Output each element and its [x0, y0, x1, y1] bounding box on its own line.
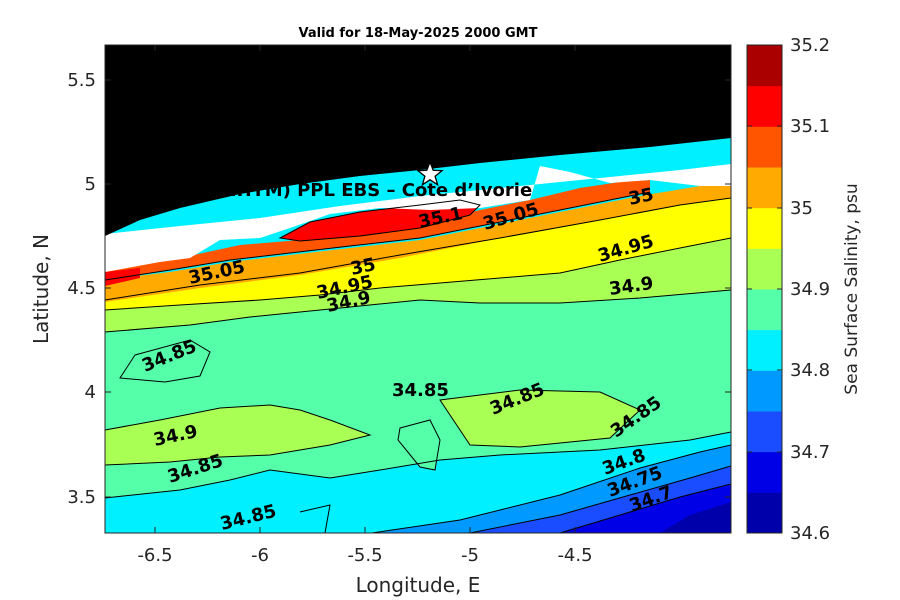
- contour-line-34-85-sw: [299, 504, 331, 533]
- colorbar-label: Sea Surface Salinity, psu: [842, 183, 862, 394]
- y-tick-label: 4.5: [67, 278, 96, 299]
- no-data-strip: [105, 164, 731, 272]
- land-mass: [105, 45, 731, 236]
- salinity-band-35: [105, 180, 731, 302]
- y-axis-label: Latitude, N: [29, 234, 53, 344]
- y-tick-label: 5: [85, 174, 96, 195]
- contour-line-34-85-center: [397, 419, 441, 471]
- contour-line-34-7: [559, 483, 731, 533]
- y-tick-label: 4: [85, 382, 96, 403]
- salinity-blob-35-1-east: [280, 200, 480, 241]
- colorbar-band: [747, 248, 782, 290]
- x-tick-label: -5: [461, 545, 479, 566]
- x-tick-label: -6.5: [137, 545, 172, 566]
- contour-line-35-05: [105, 191, 651, 281]
- y-tick-label: 3.5: [67, 487, 96, 508]
- plot-area: 35.1 35.05 35 35.05 35 34.95 34.95 34.9 …: [105, 45, 731, 533]
- plot-frame: [104, 44, 732, 534]
- contour-label: 35: [349, 254, 378, 280]
- colorbar-tick-label: 34.6: [790, 523, 830, 544]
- colorbar-band: [747, 492, 782, 534]
- colorbar-band: [747, 207, 782, 249]
- contour-line-35: [105, 197, 731, 301]
- salinity-band-35-05: [105, 180, 650, 280]
- x-tick-label: -6: [251, 545, 269, 566]
- contour-line-34-75: [469, 465, 731, 533]
- colorbar-bands: [747, 45, 782, 534]
- contour-line-34-9: [105, 289, 731, 333]
- salinity-blob-34-9-east: [440, 390, 640, 447]
- y-axis: 5.5 5 4.5 4 3.5 Latitude, N: [29, 70, 731, 508]
- colorbar-band: [747, 370, 782, 412]
- colorbar-band: [747, 289, 782, 331]
- x-axis-label: Longitude, E: [356, 573, 481, 597]
- salinity-blob-34-85-center: [398, 420, 440, 470]
- map-title: Valid for 18-May-2025 2000 GMT: [299, 26, 538, 41]
- contour-line-34-9-west: [105, 404, 372, 466]
- site-label: (ONHYM) PPL EBS – Cote d’Ivorie: [198, 180, 532, 201]
- contour-line-34-85-nw: [119, 339, 211, 383]
- contour-line-34-85-south: [105, 431, 731, 499]
- contour-line-35-1: [278, 199, 481, 242]
- colorbar-band: [747, 451, 782, 493]
- colorbar-tick-label: 35: [790, 198, 813, 219]
- y-tick-label: 5.5: [67, 70, 96, 91]
- colorbar-band: [747, 411, 782, 453]
- colorbar-tick-label: 34.7: [790, 442, 830, 463]
- colorbar: 35.2 35.1 35 34.9 34.8 34.7 34.6 Sea Sur…: [746, 35, 862, 544]
- x-tick-label: -5.5: [347, 545, 382, 566]
- salinity-blob-34-85-nw: [120, 340, 210, 382]
- colorbar-band: [747, 45, 782, 87]
- salinity-blob-34-9-west: [105, 405, 370, 465]
- star-icon: [416, 160, 444, 187]
- colorbar-band: [747, 329, 782, 371]
- contour-line-34-8: [371, 444, 731, 533]
- contour-label: 34.85: [392, 380, 449, 401]
- salinity-band-34-6: [660, 502, 731, 533]
- colorbar-band: [747, 167, 782, 209]
- x-tick-label: -4.5: [557, 545, 592, 566]
- colorbar-band: [747, 126, 782, 168]
- contour-line-34-95: [105, 237, 731, 311]
- contour-label: 35: [627, 184, 656, 210]
- colorbar-tick-label: 35.1: [790, 116, 830, 137]
- colorbar-tick-label: 34.9: [790, 279, 830, 300]
- colorbar-band: [747, 85, 782, 127]
- colorbar-tick-label: 34.8: [790, 360, 830, 381]
- colorbar-tick-label: 35.2: [790, 35, 830, 56]
- contour-lines: [105, 191, 731, 533]
- contour-line-34-9-east: [439, 389, 641, 448]
- x-axis: -6.5 -6 -5.5 -5 -4.5 Longitude, E: [137, 45, 593, 597]
